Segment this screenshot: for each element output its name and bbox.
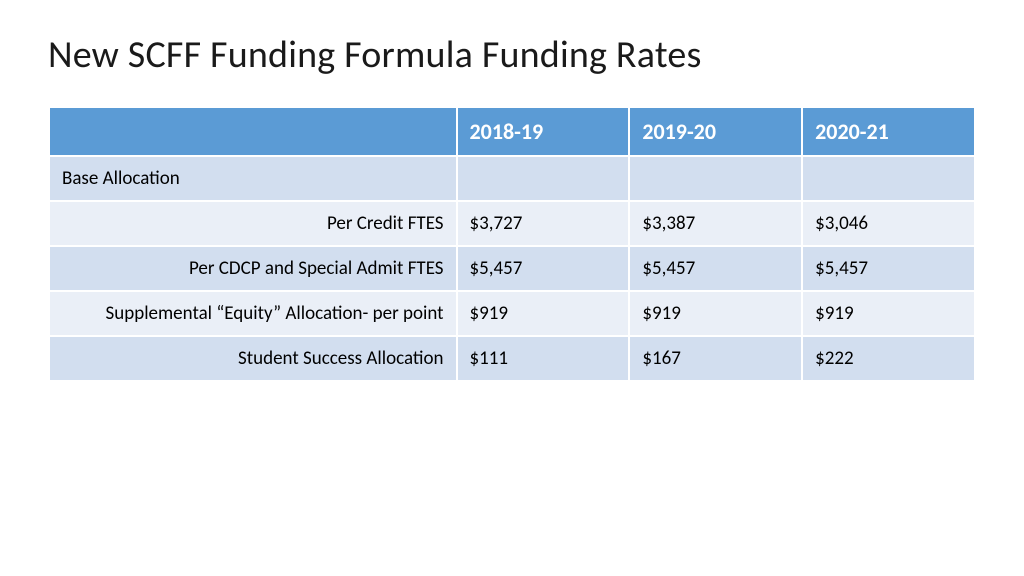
table-row: Base Allocation xyxy=(49,156,975,201)
col-header-2018-19: 2018-19 xyxy=(457,107,630,156)
row-label: Base Allocation xyxy=(49,156,457,201)
col-header-empty xyxy=(49,107,457,156)
row-label: Student Success Allocation xyxy=(49,336,457,381)
row-value: $5,457 xyxy=(802,246,975,291)
row-value xyxy=(629,156,802,201)
table-row: Per CDCP and Special Admit FTES $5,457 $… xyxy=(49,246,975,291)
row-value: $3,046 xyxy=(802,201,975,246)
row-value: $919 xyxy=(629,291,802,336)
row-value: $3,387 xyxy=(629,201,802,246)
table-row: Student Success Allocation $111 $167 $22… xyxy=(49,336,975,381)
col-header-2020-21: 2020-21 xyxy=(802,107,975,156)
funding-rates-table: 2018-19 2019-20 2020-21 Base Allocation … xyxy=(48,106,976,382)
row-value: $5,457 xyxy=(457,246,630,291)
table-row: Per Credit FTES $3,727 $3,387 $3,046 xyxy=(49,201,975,246)
row-value: $167 xyxy=(629,336,802,381)
row-value: $111 xyxy=(457,336,630,381)
col-header-2019-20: 2019-20 xyxy=(629,107,802,156)
row-value xyxy=(802,156,975,201)
row-value: $3,727 xyxy=(457,201,630,246)
table-header-row: 2018-19 2019-20 2020-21 xyxy=(49,107,975,156)
table-row: Supplemental “Equity” Allocation- per po… xyxy=(49,291,975,336)
row-value xyxy=(457,156,630,201)
row-label: Per CDCP and Special Admit FTES xyxy=(49,246,457,291)
row-value: $5,457 xyxy=(629,246,802,291)
row-label: Supplemental “Equity” Allocation- per po… xyxy=(49,291,457,336)
row-label: Per Credit FTES xyxy=(49,201,457,246)
page-title: New SCFF Funding Formula Funding Rates xyxy=(48,32,976,78)
row-value: $919 xyxy=(802,291,975,336)
row-value: $222 xyxy=(802,336,975,381)
row-value: $919 xyxy=(457,291,630,336)
slide: New SCFF Funding Formula Funding Rates 2… xyxy=(0,0,1024,576)
